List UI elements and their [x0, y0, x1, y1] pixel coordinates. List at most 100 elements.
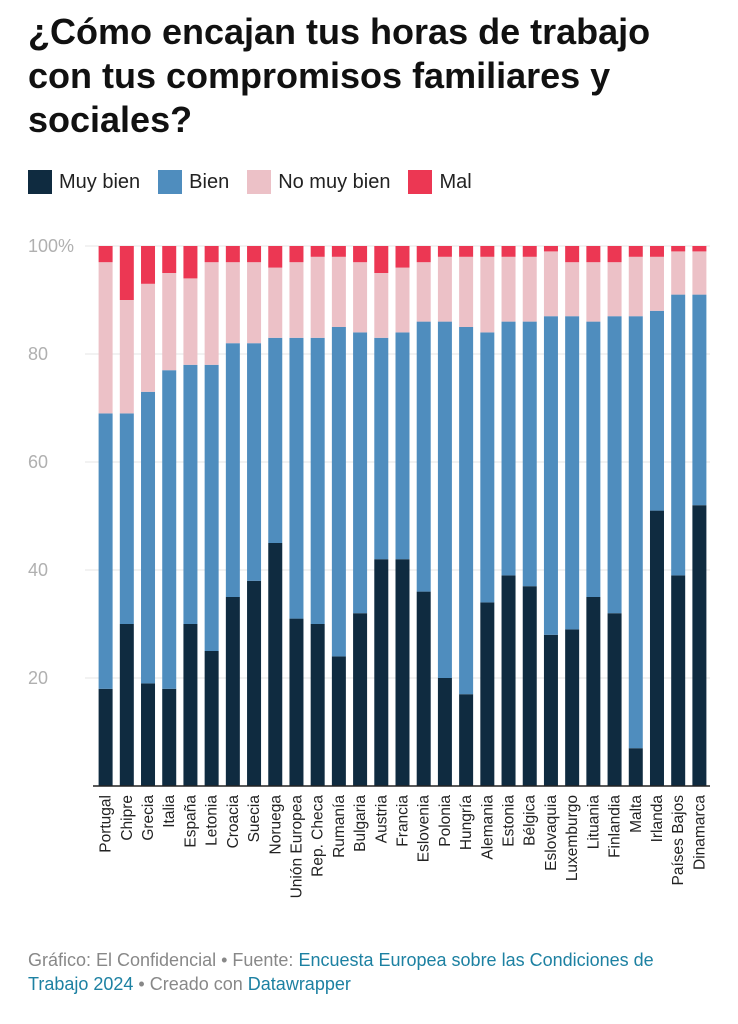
datawrapper-link[interactable]: Datawrapper [247, 974, 351, 994]
x-category-label: Eslovaquia [543, 795, 560, 871]
bar-no-muy-bien [204, 262, 219, 365]
bar-no-muy-bien [289, 262, 304, 338]
legend-label-muy-bien: Muy bien [59, 170, 141, 193]
legend-item-bien: Bien [158, 170, 229, 194]
bar-mal [225, 246, 240, 263]
bar-no-muy-bien [671, 251, 686, 295]
x-category-label: Bélgica [522, 795, 539, 846]
bar-mal [374, 246, 389, 273]
bar-bien [374, 337, 389, 560]
x-category-label: Lituania [585, 795, 602, 850]
bar-muy-bien [310, 624, 325, 786]
bar-no-muy-bien [628, 256, 643, 317]
legend-label-mal: Mal [439, 170, 472, 193]
x-category-label: Rep. Checa [310, 795, 327, 877]
source-link[interactable]: Encuesta Europea sobre las Condiciones d… [28, 950, 654, 994]
bar-mal [649, 246, 664, 257]
bar-bien [522, 321, 537, 587]
bar-mal [353, 246, 368, 263]
bar-bien [247, 343, 262, 581]
bar-bien [586, 321, 601, 597]
bar-bien [649, 310, 664, 511]
bar-bien [141, 391, 156, 684]
bar-muy-bien [416, 591, 431, 786]
bar-muy-bien [162, 688, 177, 786]
bar-no-muy-bien [141, 283, 156, 392]
bar-bien [395, 332, 410, 560]
bar-mal [204, 246, 219, 263]
legend-label-no-muy-bien: No muy bien [278, 170, 391, 193]
x-category-label: Malta [628, 795, 645, 833]
legend-swatch-bien [158, 170, 183, 194]
x-category-label: Irlanda [649, 795, 666, 843]
x-category-label: Polonia [437, 795, 454, 847]
y-tick-label-60: 60 [28, 452, 48, 472]
bar-bien [671, 294, 686, 576]
bar-no-muy-bien [437, 256, 452, 322]
bar-muy-bien [586, 597, 601, 786]
chart-title: ¿Cómo encajan tus horas de trabajo con t… [28, 11, 651, 140]
bar-no-muy-bien [607, 262, 622, 317]
bar-bien [459, 327, 474, 695]
x-category-label: Francia [395, 795, 412, 847]
x-category-label: Letonia [204, 795, 221, 846]
bar-muy-bien [395, 559, 410, 786]
bar-muy-bien [437, 678, 452, 786]
x-category-label: Croacia [225, 795, 242, 849]
x-category-label: Chipre [119, 795, 136, 841]
x-category-label: Austria [373, 795, 390, 844]
x-category-label: Bulgaria [352, 795, 369, 852]
x-category-label: Luxemburgo [564, 795, 581, 881]
x-category-label: España [182, 795, 199, 848]
bar-mal [162, 246, 177, 273]
bar-muy-bien [649, 510, 664, 786]
bar-bien [162, 370, 177, 689]
y-tick-label-20: 20 [28, 668, 48, 688]
y-tick-label-100: 100% [28, 236, 74, 256]
x-category-label: Italia [161, 795, 178, 828]
bar-bien [310, 337, 325, 624]
bar-mal [289, 246, 304, 263]
x-category-label: Portugal [98, 795, 115, 853]
bar-no-muy-bien [586, 262, 601, 322]
bar-mal [628, 246, 643, 257]
bar-muy-bien [543, 634, 558, 786]
legend-item-no-muy-bien: No muy bien [247, 170, 390, 194]
bar-mal [607, 246, 622, 263]
bar-muy-bien [204, 651, 219, 786]
bar-no-muy-bien [310, 256, 325, 338]
bar-muy-bien [459, 694, 474, 786]
bar-no-muy-bien [480, 256, 495, 333]
x-category-label: Finlandia [607, 795, 624, 858]
bar-muy-bien [565, 629, 580, 786]
bar-no-muy-bien [501, 256, 516, 322]
y-tick-label-40: 40 [28, 560, 48, 580]
bar-muy-bien [353, 613, 368, 786]
bar-muy-bien [522, 586, 537, 786]
bar-bien [628, 316, 643, 749]
bar-muy-bien [374, 559, 389, 786]
bar-no-muy-bien [98, 262, 113, 414]
bar-mal [98, 246, 113, 263]
x-category-label: Suecia [246, 795, 263, 843]
bar-bien [607, 316, 622, 614]
legend-item-muy-bien: Muy bien [28, 170, 140, 194]
bar-bien [268, 337, 283, 543]
legend: Muy bien Bien No muy bien Mal [28, 170, 490, 194]
legend-swatch-muy-bien [28, 170, 52, 194]
bar-no-muy-bien [522, 256, 537, 322]
bar-muy-bien [628, 748, 643, 786]
bar-muy-bien [480, 602, 495, 786]
bar-bien [204, 364, 219, 651]
footer-credit: Gráfico: El Confidencial • Fuente: [28, 950, 299, 970]
bar-muy-bien [501, 575, 516, 786]
bar-mal [480, 246, 495, 257]
bar-bien [416, 321, 431, 592]
bar-mal [522, 246, 537, 257]
bar-mal [565, 246, 580, 263]
bar-no-muy-bien [183, 278, 198, 365]
bar-bien [331, 327, 346, 657]
bar-bien [480, 332, 495, 603]
bar-bien [543, 316, 558, 635]
bar-muy-bien [183, 624, 198, 786]
